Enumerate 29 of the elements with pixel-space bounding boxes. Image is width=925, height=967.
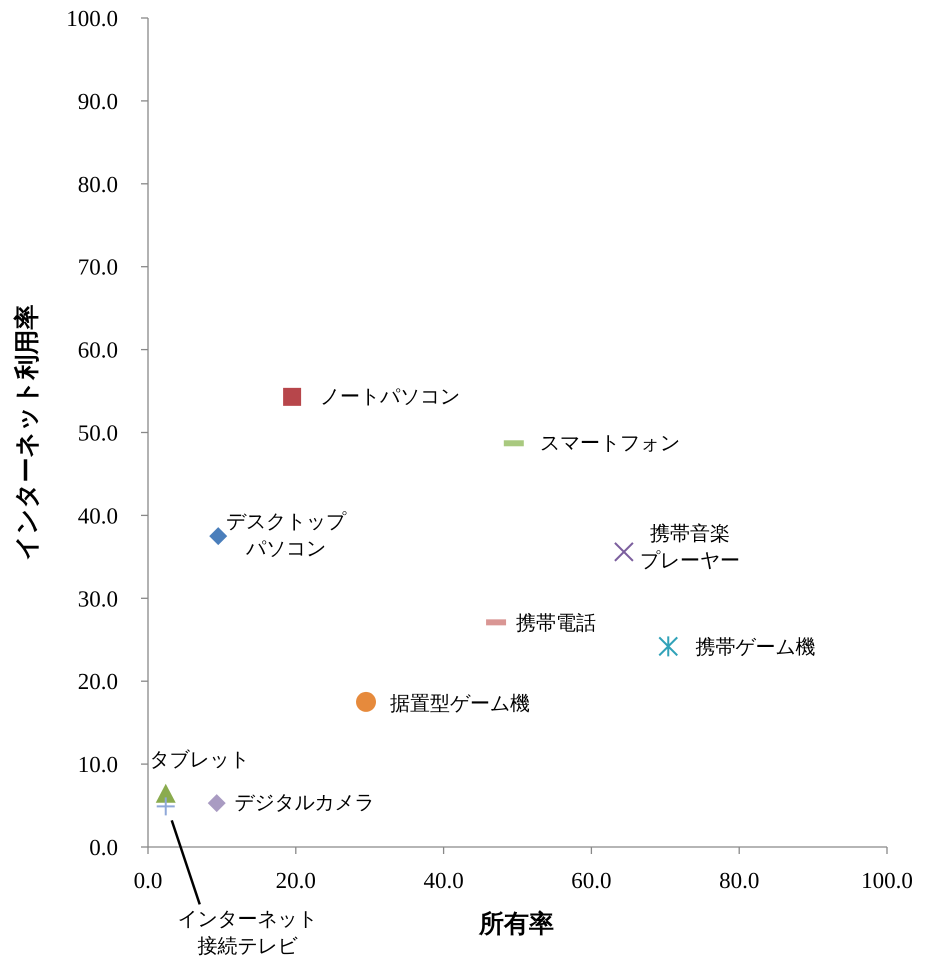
x-axis-title: 所有率 <box>478 910 554 938</box>
y-tick-label: 30.0 <box>78 586 118 612</box>
x-tick-label: 20.0 <box>276 868 316 893</box>
y-tick-label: 20.0 <box>78 669 118 694</box>
series-label: デジタルカメラ <box>234 792 375 814</box>
series-label: 携帯音楽プレーヤー <box>640 522 740 572</box>
y-tick-label: 80.0 <box>78 172 118 197</box>
y-tick-label: 0.0 <box>89 835 118 860</box>
series-label: ノートパソコン <box>320 386 460 408</box>
series-label: 携帯電話 <box>516 612 596 634</box>
series-label: 据置型ゲーム機 <box>390 692 530 715</box>
y-tick-label: 100.0 <box>66 6 118 31</box>
x-tick-label: 80.0 <box>719 868 760 893</box>
y-tick-label: 40.0 <box>78 503 118 528</box>
y-tick-label: 10.0 <box>78 752 118 778</box>
series-label: タブレット <box>150 748 250 771</box>
text: インターネット接続テレビ <box>178 908 318 958</box>
x-tick-label: 0.0 <box>134 868 162 893</box>
y-tick-label: 50.0 <box>78 420 118 446</box>
y-axis-title: インターネット利用率 <box>13 304 41 560</box>
x-tick-label: 100.0 <box>861 868 913 893</box>
series-label: デスクトップパソコン <box>226 511 348 560</box>
y-tick-label: 90.0 <box>78 88 118 114</box>
x-tick-label: 60.0 <box>571 868 612 893</box>
x-tick-label: 40.0 <box>423 868 464 893</box>
y-tick-label: 60.0 <box>78 338 118 363</box>
series-label: スマートフォン <box>540 432 680 454</box>
y-tick-label: 70.0 <box>78 254 118 280</box>
series-label: 携帯ゲーム機 <box>695 636 816 658</box>
